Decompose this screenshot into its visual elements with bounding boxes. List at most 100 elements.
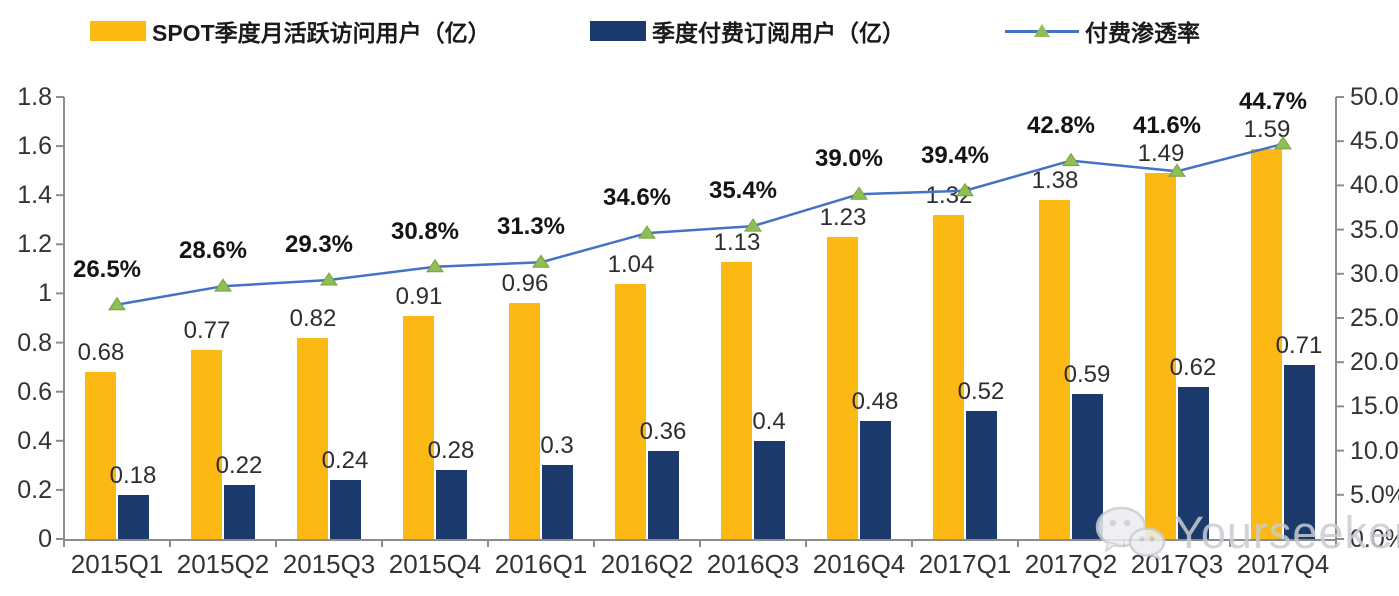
penetration-marker-icon — [744, 218, 762, 232]
mau-bar-value-label: 0.82 — [289, 304, 337, 332]
left-axis-tick-label: 1.8 — [17, 83, 52, 111]
mau-bar-value-label: 1.13 — [713, 228, 761, 256]
x-axis-tick-label: 2017Q4 — [1236, 549, 1330, 579]
watermark-text: Yourseeker — [1174, 507, 1399, 558]
legend-item-subs: 季度付费订阅用户（亿） — [590, 16, 905, 46]
penetration-trend-line — [116, 142, 1284, 306]
subs-bar — [1072, 394, 1103, 539]
penetration-value-label: 31.3% — [496, 213, 566, 241]
x-axis-tick-label: 2017Q1 — [918, 549, 1012, 579]
right-axis-tick-label: 40.0% — [1350, 171, 1399, 200]
triangle-marker-icon — [1034, 24, 1050, 37]
subs-bar-value-label: 0.18 — [109, 461, 157, 489]
x-axis-tick-label: 2016Q4 — [812, 549, 906, 579]
right-axis-tick-label: 0.0% — [1350, 525, 1399, 553]
penetration-value-label: 34.6% — [602, 184, 672, 212]
x-axis-tick-label: 2017Q2 — [1024, 549, 1118, 579]
penetration-legend-label: 付费渗透率 — [1085, 20, 1200, 46]
left-axis-tick-label: 0.4 — [17, 426, 52, 455]
right-axis-tick-label: 20.0% — [1350, 348, 1399, 377]
subs-bar — [330, 480, 361, 539]
subs-bar — [966, 411, 997, 539]
penetration-marker-icon — [108, 296, 126, 311]
penetration-marker-icon — [1168, 163, 1186, 177]
mau-legend-label: SPOT季度月活跃访问用户（亿） — [152, 20, 491, 46]
x-axis-tick-label: 2016Q3 — [706, 549, 800, 579]
subs-bar-value-label: 0.36 — [639, 417, 687, 445]
subs-bar-value-label: 0.52 — [957, 378, 1005, 406]
left-axis-tick-label: 0 — [38, 525, 52, 553]
right-axis-tick-label: 5.0% — [1350, 480, 1399, 509]
mau-bar-value-label: 0.91 — [395, 282, 443, 310]
subs-bar-value-label: 0.28 — [427, 437, 475, 465]
right-axis-tick-label: 50.0% — [1350, 83, 1399, 111]
x-axis-tick-label: 2015Q3 — [282, 549, 376, 579]
penetration-marker-icon — [532, 254, 550, 268]
x-axis-tick-label: 2015Q2 — [176, 549, 270, 579]
penetration-value-label: 41.6% — [1132, 112, 1202, 140]
penetration-value-label: 42.8% — [1026, 111, 1096, 139]
mau-bar-value-label: 0.96 — [501, 270, 549, 298]
penetration-value-label: 39.0% — [814, 145, 884, 173]
mau-bar — [403, 315, 434, 539]
subs-bar — [1284, 364, 1315, 539]
penetration-marker-icon — [956, 182, 974, 197]
subs-bar-value-label: 0.4 — [752, 407, 786, 435]
watermark: Yourseeker — [1094, 506, 1399, 560]
wechat-icon — [1095, 506, 1166, 560]
mau-bar — [721, 261, 752, 539]
legend-item-penetration: 付费渗透率 — [1005, 16, 1200, 46]
mau-bar — [85, 372, 116, 539]
left-axis-tick-label: 1.2 — [17, 230, 52, 259]
mau-bar — [827, 237, 858, 539]
right-axis-tick-label: 15.0% — [1350, 392, 1399, 421]
mau-bar-value-label: 0.77 — [183, 316, 231, 344]
subs-bar-value-label: 0.48 — [851, 388, 899, 416]
penetration-value-label: 26.5% — [72, 255, 142, 283]
subs-bar — [436, 470, 467, 539]
mau-bar — [1251, 148, 1282, 539]
penetration-value-label: 29.3% — [284, 231, 354, 258]
subs-bar-value-label: 0.22 — [215, 452, 263, 479]
legend-item-mau: SPOT季度月活跃访问用户（亿） — [90, 16, 491, 46]
penetration-marker-icon — [214, 278, 232, 292]
mau-bar — [1145, 173, 1176, 539]
subs-bar — [542, 465, 573, 539]
penetration-value-label: 39.4% — [920, 141, 990, 169]
penetration-marker-icon — [1274, 135, 1292, 150]
x-axis-tick-label: 2015Q4 — [388, 549, 482, 579]
subs-bar — [754, 440, 785, 539]
left-axis-tick-label: 0.2 — [17, 475, 52, 504]
penetration-marker-icon — [638, 225, 656, 239]
subs-bar-value-label: 0.62 — [1169, 353, 1217, 381]
mau-bar — [191, 349, 222, 539]
left-axis-tick-label: 1 — [38, 279, 52, 308]
subs-bar — [860, 421, 891, 539]
left-axis-tick-label: 1.6 — [17, 132, 52, 161]
subs-bar-value-label: 0.71 — [1275, 331, 1323, 359]
subs-bar-value-label: 0.59 — [1063, 361, 1111, 389]
penetration-marker-icon — [426, 258, 444, 273]
mau-bar — [933, 214, 964, 539]
right-axis-tick-label: 30.0% — [1350, 259, 1399, 288]
left-axis-tick-label: 0.8 — [17, 328, 52, 357]
mau-bar-value-label: 1.23 — [819, 204, 867, 231]
subs-bar — [1178, 386, 1209, 539]
mau-bar-value-label: 1.38 — [1031, 167, 1079, 195]
penetration-value-label: 44.7% — [1238, 87, 1308, 115]
x-axis-tick-label: 2016Q1 — [494, 549, 588, 579]
penetration-marker-icon — [850, 186, 868, 200]
penetration-legend-swatch — [1005, 21, 1079, 41]
penetration-value-label: 30.8% — [390, 217, 460, 245]
x-axis-tick-label: 2015Q1 — [70, 549, 164, 579]
subs-legend-label: 季度付费订阅用户（亿） — [652, 20, 905, 46]
mau-bar-value-label: 1.04 — [607, 250, 655, 278]
x-axis-tick-label: 2016Q2 — [600, 549, 694, 579]
left-axis-tick-label: 1.4 — [17, 181, 52, 210]
subs-bar — [648, 450, 679, 539]
right-axis-tick-label: 35.0% — [1350, 215, 1399, 244]
penetration-marker-icon — [320, 272, 338, 286]
subs-legend-swatch — [590, 21, 646, 41]
mau-bar — [509, 303, 540, 539]
